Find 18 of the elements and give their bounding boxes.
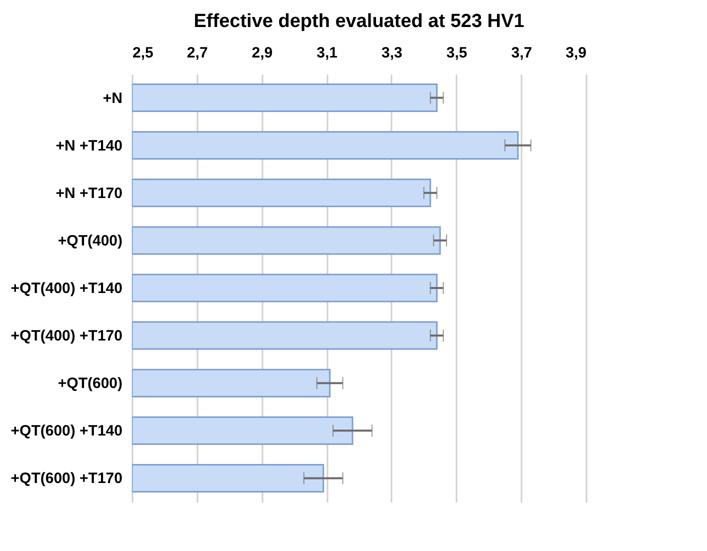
x-tick-label: 2,5: [132, 44, 154, 62]
y-tick-label: +N +T140: [56, 137, 122, 154]
y-tick-label: +QT(600) +T140: [10, 422, 122, 440]
chart-title: Effective depth evaluated at 523 HV1: [194, 11, 525, 32]
x-tick-label: 3,7: [511, 44, 532, 62]
y-tick-label: +QT(600) +T170: [10, 470, 122, 488]
x-tick-label: 3,5: [446, 44, 468, 62]
x-tick-label: 3,1: [316, 44, 338, 62]
y-tick-label: +N: [102, 90, 122, 107]
x-tick-label: 2,9: [252, 44, 273, 62]
y-tick-label: +QT(600): [58, 375, 122, 392]
x-tick-label: 2,7: [186, 44, 208, 62]
x-tick-label: 3,3: [382, 44, 402, 62]
y-tick-label: +QT(400): [58, 232, 122, 250]
y-tick-label: +QT(400) +T140: [10, 280, 122, 297]
y-tick-label: +N +T170: [56, 184, 122, 202]
y-tick-label: +QT(400) +T170: [10, 328, 122, 345]
x-tick-label: 3,9: [566, 44, 586, 62]
